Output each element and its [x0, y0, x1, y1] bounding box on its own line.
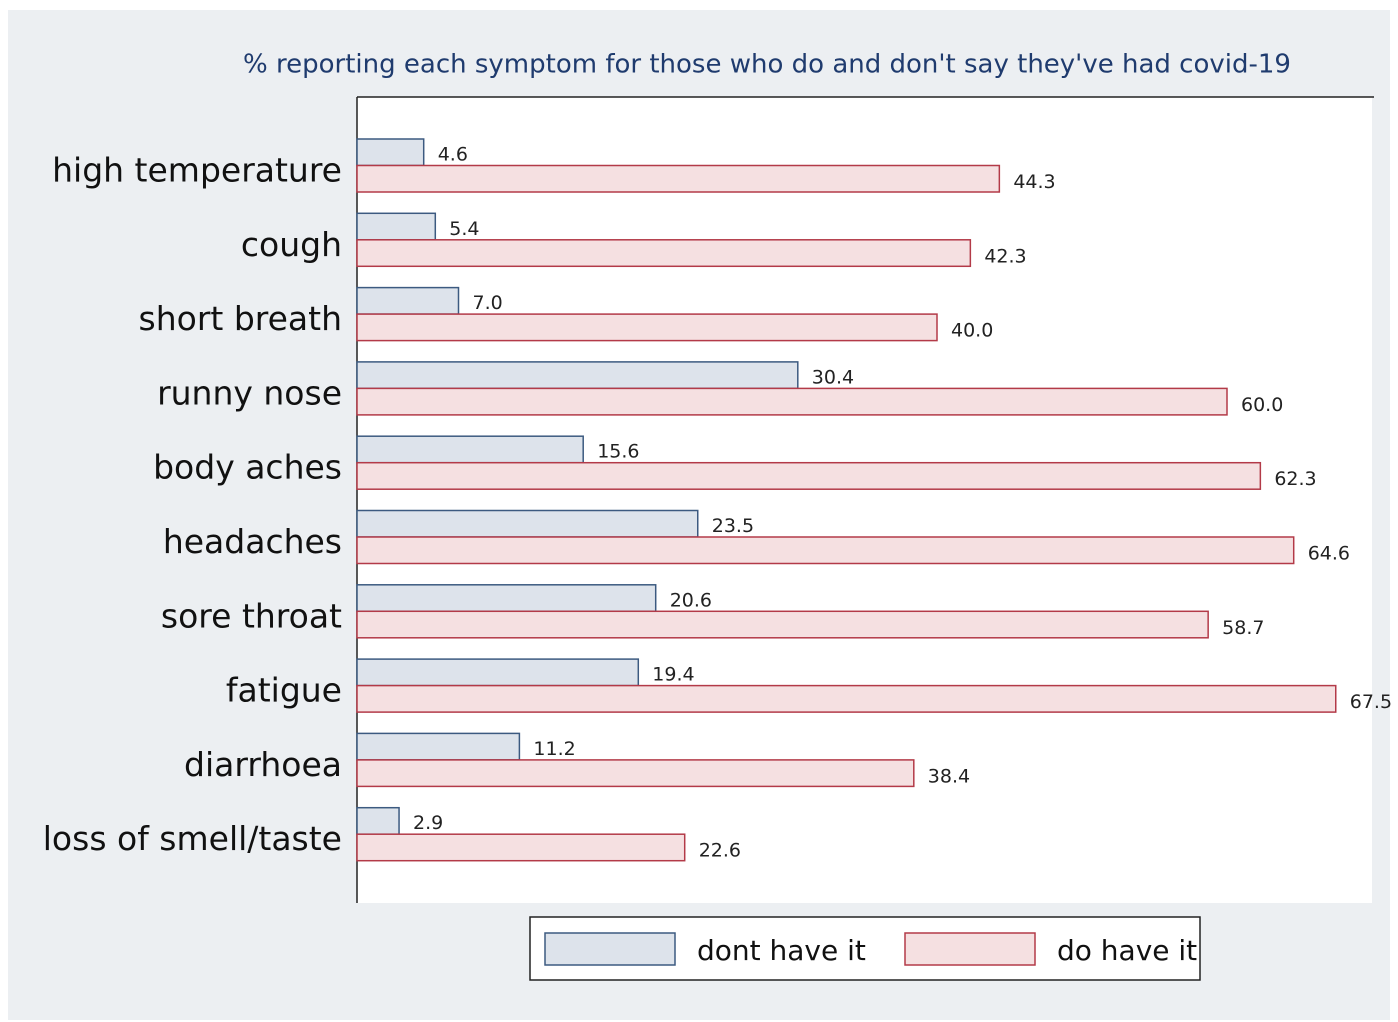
value-label: 38.4 [928, 765, 970, 787]
category-label: sore throat [161, 596, 342, 635]
value-label: 5.4 [449, 218, 479, 240]
value-label: 4.6 [438, 144, 468, 166]
value-label: 58.7 [1222, 617, 1264, 639]
bar [356, 658, 640, 687]
bar [356, 387, 1228, 416]
category-label: loss of smell/taste [43, 819, 342, 858]
bar [356, 286, 460, 315]
bar [356, 435, 584, 464]
bar [356, 806, 400, 835]
value-label: 42.3 [984, 245, 1026, 267]
bar [356, 684, 1337, 713]
value-label: 67.5 [1350, 691, 1392, 713]
bar [356, 361, 799, 390]
value-label: 15.6 [597, 441, 639, 463]
bar [356, 584, 657, 613]
value-label: 30.4 [812, 366, 854, 388]
bar [356, 239, 972, 268]
bar [356, 833, 686, 862]
bar [356, 164, 1001, 193]
chart-title: % reporting each symptom for those who d… [243, 50, 1291, 80]
category-label: diarrhoea [184, 745, 342, 784]
value-label: 64.6 [1308, 543, 1350, 565]
bar [356, 732, 521, 761]
legend-swatch [544, 932, 676, 966]
legend-swatch [904, 932, 1036, 966]
bar [356, 138, 425, 167]
legend-label: do have it [1057, 934, 1197, 967]
bar [356, 536, 1295, 565]
bar [356, 759, 915, 788]
category-label: short breath [139, 299, 342, 338]
value-label: 22.6 [699, 840, 741, 862]
category-label: high temperature [52, 151, 342, 190]
category-label: headaches [163, 522, 342, 561]
legend-label: dont have it [697, 934, 866, 967]
value-label: 20.6 [670, 589, 712, 611]
value-label: 11.2 [533, 738, 575, 760]
value-label: 23.5 [712, 515, 754, 537]
category-label: cough [241, 225, 342, 264]
value-label: 19.4 [652, 664, 694, 686]
category-label: fatigue [226, 671, 342, 710]
category-label: body aches [153, 448, 342, 487]
value-label: 62.3 [1274, 468, 1316, 490]
value-label: 44.3 [1013, 171, 1055, 193]
value-label: 2.9 [413, 812, 443, 834]
category-label: runny nose [157, 373, 342, 412]
bar [356, 313, 938, 342]
bar [356, 461, 1262, 490]
bar [356, 610, 1209, 639]
value-label: 7.0 [473, 292, 503, 314]
bar [356, 509, 699, 538]
value-label: 60.0 [1241, 394, 1283, 416]
bar [356, 212, 437, 241]
value-label: 40.0 [951, 320, 993, 342]
